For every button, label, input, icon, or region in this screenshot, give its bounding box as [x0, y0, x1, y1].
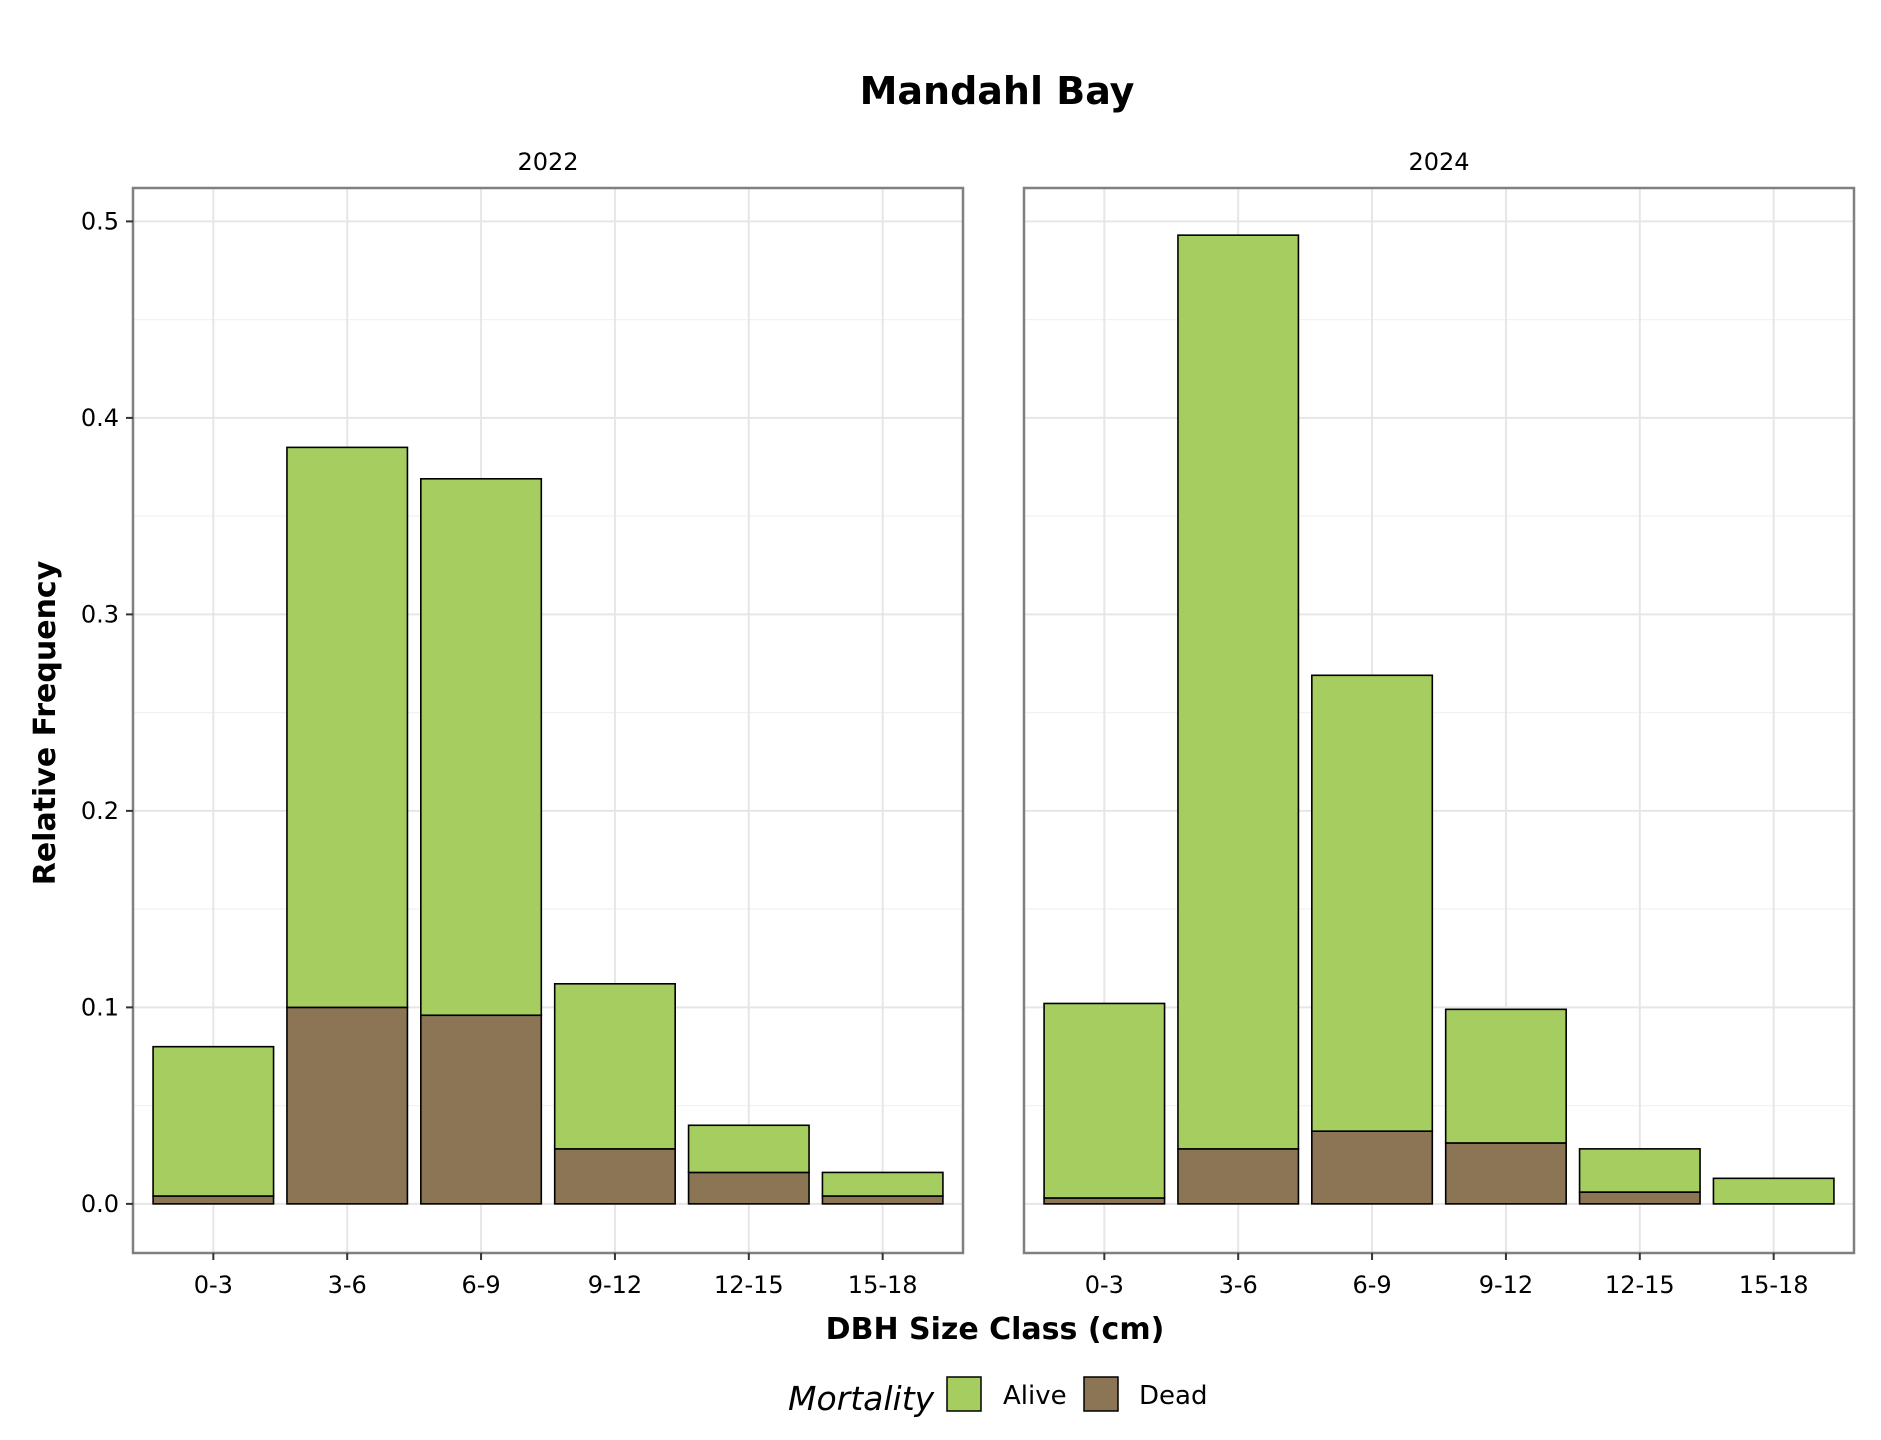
facet-panels: 2022 0-3 3-6 6-9 9-12 12-15 15-18 0.0 0.1 0.2 0.3 0…	[81, 148, 1856, 1299]
legend-swatch-alive	[946, 1376, 982, 1412]
y-axis-title: Relative Frequency	[28, 560, 63, 885]
bar-alive-9-12	[553, 983, 676, 1150]
x-tick-label: 0-3	[194, 1271, 233, 1299]
x-tick-label: 3-6	[328, 1271, 367, 1299]
bar-alive-6-9	[1311, 674, 1434, 1132]
x-axis-title: DBH Size Class (cm)	[826, 1312, 1165, 1347]
y-tick-label: 0.5	[81, 207, 119, 235]
bar-dead-0-3	[152, 1195, 275, 1205]
bar-dead-3-6	[1177, 1148, 1300, 1205]
y-tick-label: 0.4	[81, 404, 119, 432]
bar-alive-12-15	[1578, 1148, 1701, 1193]
x-tick-label: 0-3	[1085, 1271, 1124, 1299]
panel-2022: 2022 0-3 3-6 6-9 9-12 12-15 15-18 0.0 0.1 0.2 0.3 0…	[81, 148, 965, 1299]
x-tick-label: 3-6	[1219, 1271, 1258, 1299]
x-tick-label: 6-9	[1352, 1271, 1391, 1299]
x-tick-label: 12-15	[714, 1271, 784, 1299]
bar-alive-3-6	[1177, 234, 1300, 1150]
legend-swatch-dead	[1083, 1376, 1119, 1412]
facet-label: 2022	[517, 148, 578, 176]
bar-dead-9-12	[553, 1148, 676, 1205]
bar-alive-0-3	[152, 1045, 275, 1197]
bar-alive-9-12	[1444, 1008, 1567, 1144]
legend-label-alive: Alive	[1003, 1381, 1067, 1411]
y-tick-label: 0.2	[81, 797, 119, 825]
bar-alive-12-15	[687, 1124, 810, 1174]
bar-alive-15-18	[821, 1171, 944, 1197]
bar-dead-12-15	[1578, 1191, 1701, 1205]
panel-2024: 2024 0-3 3-6 6-9 9-12 12-15 15-18	[1022, 148, 1856, 1299]
bar-alive-3-6	[286, 446, 409, 1009]
legend-title: Mortality	[788, 1379, 935, 1418]
x-tick-label: 15-18	[1739, 1271, 1809, 1299]
bar-dead-3-6	[286, 1006, 409, 1205]
y-tick-label: 0.1	[81, 993, 119, 1021]
x-tick-label: 9-12	[588, 1271, 642, 1299]
bar-dead-9-12	[1444, 1142, 1567, 1205]
bar-dead-12-15	[687, 1171, 810, 1205]
chart-title: Mandahl Bay	[860, 69, 1135, 113]
bar-dead-6-9	[1311, 1130, 1434, 1205]
facet-label: 2024	[1408, 148, 1469, 176]
panel-border	[1022, 186, 1856, 1255]
bar-dead-15-18	[821, 1195, 944, 1205]
bar-alive-0-3	[1043, 1002, 1166, 1199]
x-tick-label: 9-12	[1479, 1271, 1533, 1299]
y-tick-label: 0.3	[81, 600, 119, 628]
x-tick-label: 12-15	[1605, 1271, 1675, 1299]
bar-dead-0-3	[1043, 1197, 1166, 1205]
panel-border	[131, 186, 965, 1255]
x-tick-label: 15-18	[848, 1271, 918, 1299]
legend: Mortality Alive Dead	[788, 1376, 1207, 1418]
y-tick-label: 0.0	[81, 1190, 119, 1218]
legend-label-dead: Dead	[1139, 1381, 1207, 1411]
bar-dead-6-9	[420, 1014, 543, 1205]
bar-alive-15-18	[1712, 1177, 1835, 1205]
x-tick-label: 6-9	[461, 1271, 500, 1299]
bar-alive-6-9	[420, 478, 543, 1017]
